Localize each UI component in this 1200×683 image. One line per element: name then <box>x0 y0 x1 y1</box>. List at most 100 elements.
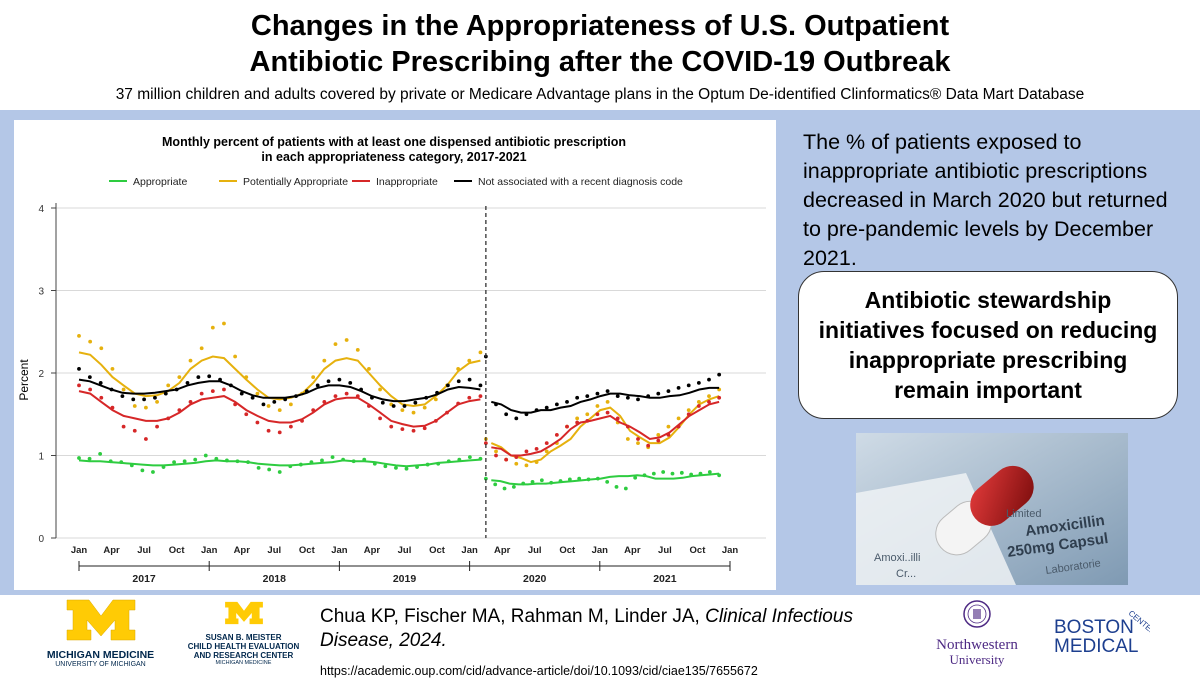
data-point <box>554 402 559 407</box>
data-point <box>218 377 222 382</box>
data-point <box>98 451 103 456</box>
y-axis: 0 1 2 3 4 <box>38 203 57 545</box>
bmc-logo-mark: CENTER BOSTON MEDICAL <box>1054 609 1158 657</box>
data-point <box>383 464 388 469</box>
meister-line-2: CHILD HEALTH EVALUATION <box>187 642 300 651</box>
series-line-pre <box>78 351 481 408</box>
data-point <box>623 486 628 491</box>
data-point <box>88 339 93 344</box>
x-tick-label: Oct <box>299 545 316 556</box>
data-point <box>636 397 640 402</box>
data-point <box>229 383 233 388</box>
data-point <box>337 377 342 382</box>
data-point <box>717 473 722 478</box>
data-point <box>605 410 610 415</box>
data-point <box>493 482 498 487</box>
data-point <box>676 385 681 390</box>
x-tick-label: Apr <box>494 545 511 556</box>
x-tick-label: Jul <box>658 545 672 556</box>
data-point <box>177 408 182 413</box>
data-point <box>642 473 647 478</box>
data-point <box>567 477 572 482</box>
data-point <box>565 424 569 429</box>
data-point <box>666 389 671 394</box>
x-year-label: 2020 <box>523 573 547 585</box>
data-point <box>422 426 427 431</box>
photo-label-amox: Amoxi..illi <box>874 552 920 564</box>
data-point <box>322 399 327 404</box>
citation-journal: Clinical Infectious Disease, 2024. <box>320 606 853 651</box>
legend-label: Not associated with a recent diagnosis c… <box>478 176 683 188</box>
data-point <box>670 471 675 476</box>
x-tick-label: Oct <box>559 545 576 556</box>
data-point <box>595 476 600 481</box>
data-point <box>298 462 303 467</box>
data-point <box>534 460 539 464</box>
data-point <box>558 479 563 483</box>
data-point <box>267 467 272 472</box>
meister-line-3: AND RESEARCH CENTER <box>193 651 294 660</box>
data-point <box>362 457 367 462</box>
x-tick-label: Jul <box>528 545 542 556</box>
data-point <box>400 427 405 431</box>
x-year-label: 2018 <box>263 573 287 585</box>
chart-title-line-2: in each appropriateness category, 2017-2… <box>261 150 526 164</box>
series-line-post <box>491 400 720 457</box>
y-tick-label: 0 <box>38 534 44 545</box>
data-point <box>367 366 371 371</box>
data-point <box>315 383 320 388</box>
title-line-2: Antibiotic Prescribing after the COVID-1… <box>249 46 951 78</box>
title-line-1: Changes in the Appropriateness of U.S. O… <box>250 10 950 42</box>
photo-label-limited: Limited <box>1006 508 1041 520</box>
data-point <box>524 463 529 468</box>
data-point <box>483 476 488 481</box>
data-point <box>402 404 407 408</box>
citation-url[interactable]: https://academic.oup.com/cid/advance-art… <box>320 664 758 678</box>
data-point <box>210 389 215 394</box>
data-point <box>544 449 549 454</box>
data-point <box>155 399 159 404</box>
data-point <box>686 408 691 413</box>
boston-medical-center-logo: CENTER BOSTON MEDICAL <box>1050 602 1158 662</box>
data-point <box>109 387 114 392</box>
data-point <box>446 383 450 388</box>
data-point <box>277 470 282 474</box>
data-point <box>554 432 559 437</box>
data-point <box>333 394 338 398</box>
data-point <box>494 402 498 407</box>
data-point <box>88 387 93 392</box>
data-point <box>389 424 394 429</box>
series-line-post <box>490 395 720 464</box>
data-point <box>605 480 610 484</box>
data-point <box>575 420 580 425</box>
data-point <box>422 405 427 410</box>
data-point <box>544 441 549 446</box>
data-point <box>233 402 238 407</box>
data-point <box>222 387 226 392</box>
y-tick-label: 4 <box>38 204 44 215</box>
x-tick-label: Apr <box>364 545 381 556</box>
data-point <box>182 459 187 464</box>
nw-line-2: University <box>949 652 1005 667</box>
data-point <box>534 408 539 413</box>
data-point <box>646 443 651 448</box>
data-point <box>370 395 374 400</box>
data-point <box>250 395 255 400</box>
data-point <box>436 461 441 466</box>
data-point <box>494 453 498 458</box>
data-point <box>151 470 155 474</box>
data-point <box>679 470 684 475</box>
data-point <box>199 346 204 351</box>
data-point <box>565 399 569 404</box>
chart-title-line-1: Monthly percent of patients with at leas… <box>162 135 626 149</box>
data-point <box>494 449 498 454</box>
x-year-label: 2021 <box>653 573 677 585</box>
data-point <box>119 460 124 464</box>
nw-line-1: Northwestern <box>936 637 1018 653</box>
northwestern-seal-icon <box>963 600 991 628</box>
data-point <box>435 390 439 395</box>
data-point <box>676 416 681 421</box>
citation-authors: Chua KP, Fischer MA, Rahman M, Linder JA… <box>320 606 706 627</box>
data-point <box>235 459 240 464</box>
callout-box: Antibiotic stewardship initiatives focus… <box>798 271 1178 419</box>
